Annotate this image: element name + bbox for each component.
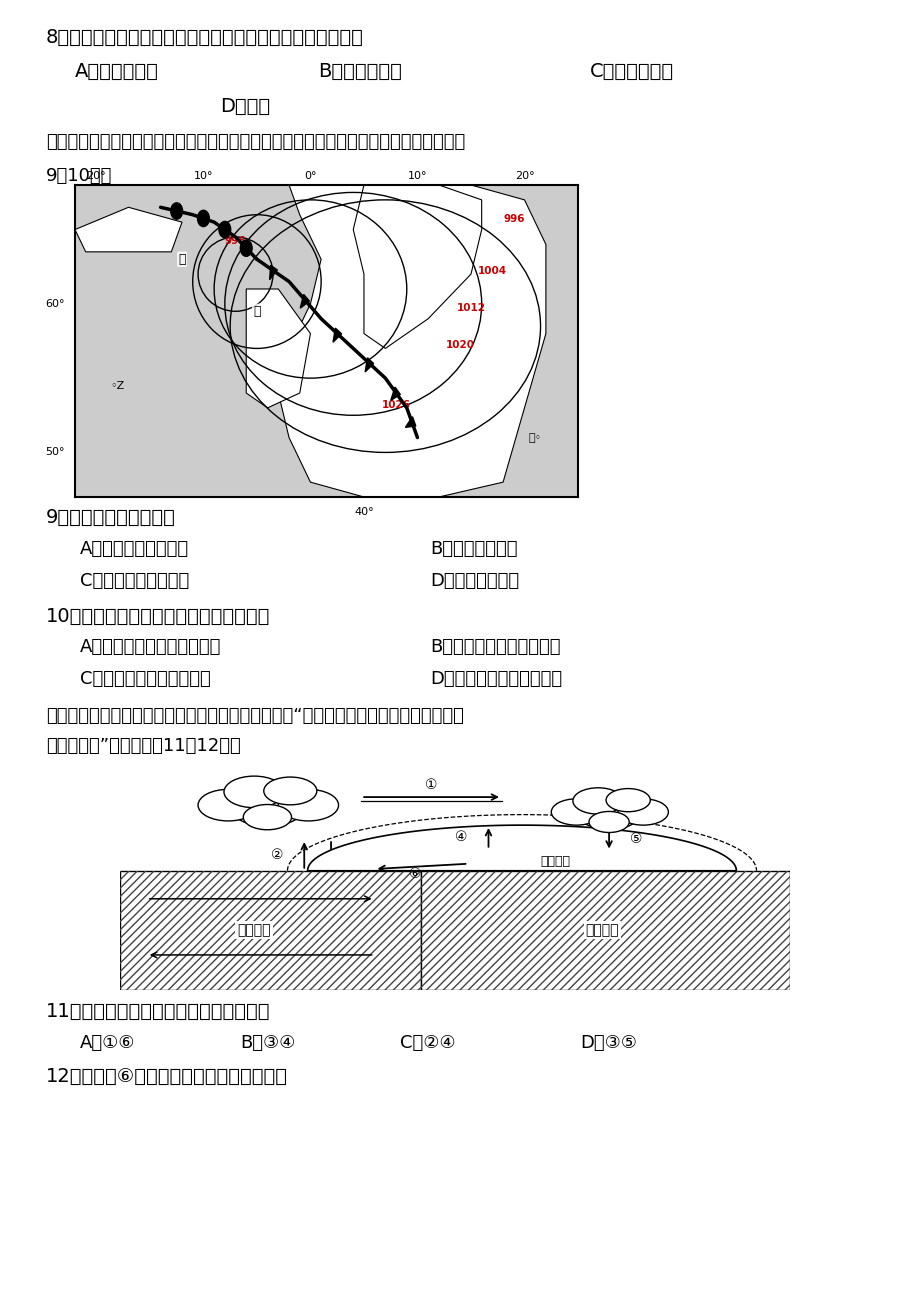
Polygon shape — [278, 185, 545, 497]
Text: D．河流径流量季节变化小: D．河流径流量季节变化小 — [429, 670, 562, 688]
Circle shape — [618, 798, 668, 826]
Circle shape — [198, 211, 210, 226]
Circle shape — [606, 789, 650, 811]
Polygon shape — [300, 294, 309, 308]
Circle shape — [264, 777, 316, 805]
Circle shape — [198, 789, 258, 820]
Text: ①: ① — [425, 777, 437, 792]
Text: 1020: 1020 — [446, 341, 474, 351]
Text: C．②④: C．②④ — [400, 1034, 455, 1052]
Bar — [421, 871, 789, 991]
Circle shape — [171, 203, 182, 220]
Circle shape — [240, 240, 252, 256]
Text: B．乙地狂风暴雪: B．乙地狂风暴雪 — [429, 540, 517, 558]
Text: 物质由固态直接变成气态的过程叫升华。下图为“南极大陆和周边海区水循环与洋流: 物质由固态直接变成气态的过程叫升华。下图为“南极大陆和周边海区水循环与洋流 — [46, 707, 463, 725]
Text: 10．与同纬度大陆东岸地区相比，该区域: 10．与同纬度大陆东岸地区相比，该区域 — [46, 607, 270, 627]
Text: C．丙地有连续性降水: C．丙地有连续性降水 — [80, 572, 189, 590]
Text: 1004: 1004 — [477, 266, 506, 276]
Text: 10°: 10° — [407, 170, 426, 181]
Text: 9．受不同天气系统影响: 9．受不同天气系统影响 — [46, 508, 176, 526]
Text: ②: ② — [271, 848, 283, 862]
Text: 冰的运动: 冰的运动 — [540, 855, 570, 868]
Text: 20°: 20° — [514, 170, 534, 181]
Text: D．台风: D．台风 — [220, 98, 270, 116]
Text: 1012: 1012 — [456, 303, 485, 313]
Text: A．①⑥: A．①⑥ — [80, 1034, 135, 1052]
Polygon shape — [353, 185, 482, 348]
Text: ⑤: ⑤ — [629, 832, 641, 846]
Bar — [421, 871, 789, 991]
Circle shape — [550, 798, 601, 826]
Text: B．③④: B．③④ — [240, 1034, 295, 1052]
Polygon shape — [269, 265, 277, 280]
Text: 996: 996 — [503, 214, 524, 224]
Circle shape — [243, 805, 291, 829]
Text: 8．若该天气系统发生在冬季，可能对北京造成的自然灾害是: 8．若该天气系统发生在冬季，可能对北京造成的自然灾害是 — [46, 29, 364, 47]
Polygon shape — [365, 358, 373, 372]
Circle shape — [223, 776, 284, 807]
Text: 996: 996 — [224, 237, 246, 247]
Text: ③: ③ — [351, 848, 364, 862]
Text: A．日出时刻晚，白昼时间短: A．日出时刻晚，白昼时间短 — [80, 638, 221, 656]
Polygon shape — [391, 387, 400, 400]
Circle shape — [573, 788, 622, 814]
Text: C　．　寒　潮: C ． 寒 潮 — [589, 62, 674, 81]
Text: 1026: 1026 — [381, 400, 410, 410]
Circle shape — [577, 797, 640, 829]
Text: 50°: 50° — [45, 447, 64, 458]
Circle shape — [219, 221, 231, 238]
Circle shape — [278, 789, 338, 820]
Text: 丙: 丙 — [253, 304, 260, 317]
Polygon shape — [405, 417, 415, 428]
Polygon shape — [246, 289, 310, 408]
Text: B．气温较高，年较差较大: B．气温较高，年较差较大 — [429, 638, 560, 656]
Text: 大洋环流: 大洋环流 — [237, 923, 270, 937]
Text: ④: ④ — [455, 831, 468, 845]
Text: 40°: 40° — [354, 507, 373, 517]
Circle shape — [588, 811, 629, 832]
Bar — [119, 871, 421, 991]
Text: 12．水循环⑥环节对地理环境的主要影响是: 12．水循环⑥环节对地理环境的主要影响是 — [46, 1067, 288, 1086]
Text: 60°: 60° — [45, 299, 64, 309]
Text: ⑥: ⑥ — [408, 867, 421, 881]
Circle shape — [230, 788, 304, 827]
Text: 11．分别代表水循环蕉发和升华环节的是: 11．分别代表水循环蕉发和升华环节的是 — [46, 1002, 270, 1021]
Text: 10°: 10° — [194, 170, 213, 181]
Text: A．甲地风向为东南风: A．甲地风向为东南风 — [80, 540, 189, 558]
Text: B　．　洪　淛: B ． 洪 淛 — [318, 62, 402, 81]
Text: D．丁地雨过天晴: D．丁地雨过天晴 — [429, 572, 518, 590]
Polygon shape — [75, 207, 182, 252]
Text: 运动示意图”，读图完我11～12题。: 运动示意图”，读图完我11～12题。 — [46, 737, 241, 755]
Text: 9～10题。: 9～10题。 — [46, 166, 112, 185]
Text: 甲: 甲 — [178, 252, 186, 265]
Polygon shape — [333, 328, 341, 342]
Text: 下图为某日某时刻欧洲西部部分地区海平面等压线分布图（单位：百帯）。读图完成: 下图为某日某时刻欧洲西部部分地区海平面等压线分布图（单位：百帯）。读图完成 — [46, 133, 465, 151]
Text: 基底岩石: 基底岩石 — [585, 923, 618, 937]
Polygon shape — [307, 826, 735, 871]
Text: 0°: 0° — [304, 170, 316, 181]
Text: D．③⑤: D．③⑤ — [579, 1034, 636, 1052]
Bar — [119, 871, 421, 991]
Text: ◦Z: ◦Z — [110, 381, 125, 390]
Text: 20°: 20° — [86, 170, 106, 181]
Text: A　．　滑　坡: A ． 滑 坡 — [75, 62, 159, 81]
Text: 丁◦: 丁◦ — [528, 433, 541, 442]
Text: C．植被以常绿阔叶林为主: C．植被以常绿阔叶林为主 — [80, 670, 210, 688]
